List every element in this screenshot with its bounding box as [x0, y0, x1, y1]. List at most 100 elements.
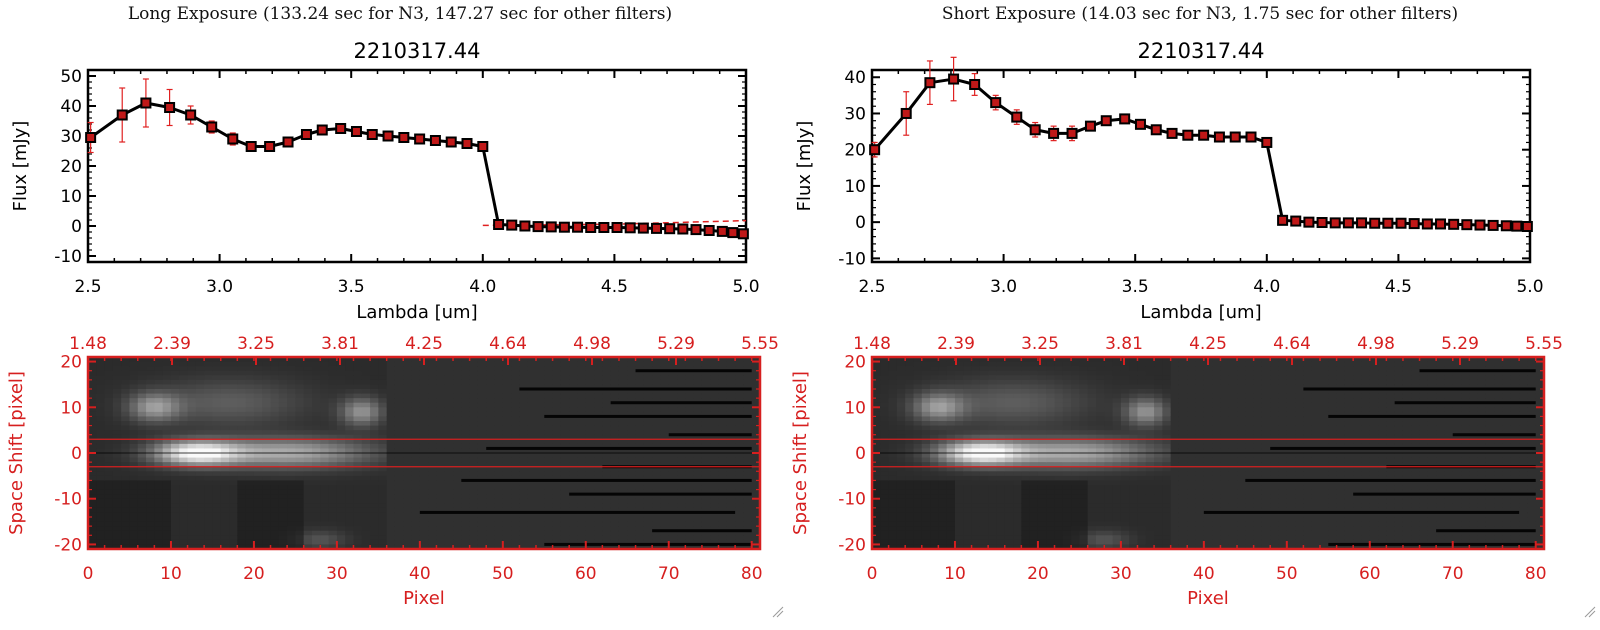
image-pixel [96, 544, 106, 550]
image-pixel [146, 411, 155, 418]
image-pixel [170, 503, 180, 509]
image-pixel [162, 512, 172, 518]
image-pixel [262, 521, 272, 527]
image-pixel [361, 434, 371, 440]
image-pixel [154, 411, 164, 418]
image-pixel [954, 407, 964, 413]
image-pixel [378, 411, 388, 418]
image-pixel [88, 379, 97, 386]
image-pixel [988, 498, 998, 504]
image-pixel [328, 453, 338, 459]
image-pixel [896, 393, 906, 399]
image-pixel [220, 366, 230, 372]
image-pixel [179, 366, 189, 372]
image-pixel [635, 530, 645, 536]
image-pixel [370, 503, 379, 509]
image-pixel [594, 366, 603, 372]
image-pixel [328, 503, 338, 509]
image-pixel [428, 434, 438, 440]
image-pixel [370, 521, 379, 527]
image-pixel [312, 521, 321, 527]
image-pixel [436, 526, 446, 532]
flux-data-point [1029, 124, 1041, 136]
image-pixel [170, 366, 180, 372]
image-pixel [162, 407, 172, 413]
image-pixel [146, 544, 155, 550]
image-pixel [735, 398, 745, 404]
image-pixel [585, 361, 595, 367]
wavelength-tick-label: 4.25 [405, 334, 443, 354]
image-pixel [872, 530, 881, 536]
image-pixel [146, 384, 155, 390]
image-pixel [954, 475, 964, 482]
image-pixel [419, 535, 429, 541]
image-pixel [726, 416, 736, 422]
image-pixel [494, 379, 504, 386]
image-pixel [386, 402, 396, 408]
image-pixel [536, 361, 545, 367]
image-pixel [137, 407, 147, 413]
image-pixel [195, 393, 205, 399]
image-pixel [693, 357, 703, 363]
image-pixel [428, 539, 438, 546]
image-pixel [353, 370, 363, 376]
image-pixel [577, 471, 587, 477]
image-pixel [253, 407, 263, 413]
flux-data-point [350, 126, 362, 137]
image-pixel [660, 398, 670, 404]
image-pixel [229, 475, 238, 482]
image-pixel [519, 503, 529, 509]
image-pixel [979, 393, 989, 399]
image-pixel [461, 453, 471, 459]
image-pixel [436, 471, 446, 477]
image-pixel [627, 421, 637, 427]
image-pixel [996, 398, 1006, 404]
image-pixel [477, 402, 487, 408]
image-pixel [569, 361, 579, 367]
image-pixel [162, 485, 172, 491]
image-pixel [652, 370, 662, 376]
image-pixel [212, 402, 222, 408]
image-pixel [129, 544, 139, 550]
image-pixel [170, 494, 180, 500]
image-pixel [320, 411, 330, 418]
image-pixel [345, 526, 355, 532]
image-pixel [560, 398, 570, 404]
image-pixel [996, 521, 1006, 527]
pixel-tick-label: 70 [658, 564, 680, 584]
image-pixel [511, 494, 521, 500]
image-pixel [751, 471, 761, 477]
image-pixel [635, 521, 645, 527]
image-pixel [536, 443, 545, 450]
image-pixel [585, 462, 595, 468]
image-noise-streak [419, 510, 736, 514]
image-pixel [312, 361, 321, 367]
image-pixel [195, 462, 205, 468]
image-pixel [104, 457, 114, 463]
image-pixel [137, 494, 147, 500]
image-pixel [121, 430, 131, 436]
image-pixel [921, 434, 931, 440]
image-pixel [262, 485, 272, 491]
image-pixel [880, 539, 890, 546]
image-pixel [963, 526, 973, 532]
image-pixel [954, 370, 964, 376]
image-pixel [104, 384, 114, 390]
image-pixel [428, 389, 438, 395]
image-pixel [560, 535, 570, 541]
image-pixel [320, 379, 330, 386]
image-pixel [668, 361, 678, 367]
image-pixel [896, 457, 906, 463]
image-pixel [585, 443, 595, 450]
image-pixel [154, 439, 164, 445]
image-pixel [237, 379, 247, 386]
flux-data-point [651, 222, 663, 234]
image-pixel [336, 512, 346, 518]
image-pixel [187, 389, 197, 395]
image-pixel [96, 361, 106, 367]
image-pixel [643, 443, 653, 450]
image-pixel [262, 494, 272, 500]
image-pixel [627, 416, 637, 422]
image-pixel [104, 443, 114, 450]
image-pixel [486, 389, 496, 395]
